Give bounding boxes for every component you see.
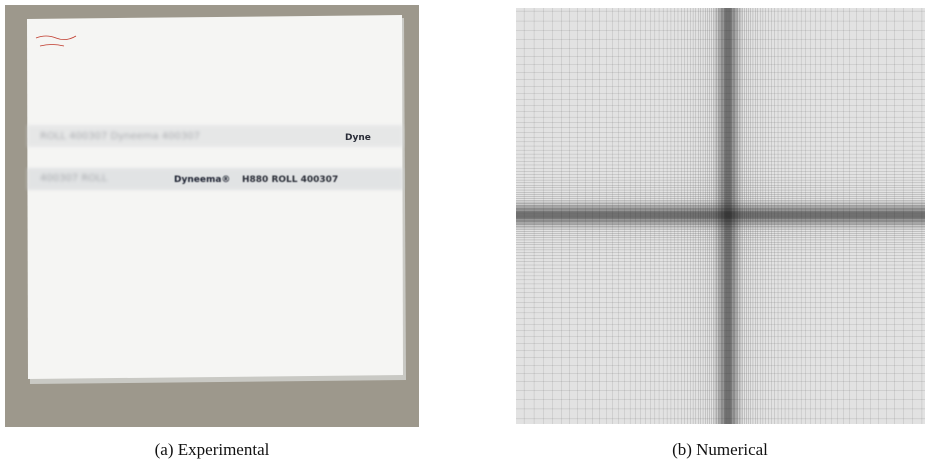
mesh: [516, 8, 925, 424]
svg-text:400307 ROLL: 400307 ROLL: [40, 173, 108, 184]
mesh-band: [516, 201, 925, 229]
caption: (b) Numerical: [570, 440, 870, 460]
panels: ROLL 400307 Dyneema 400307 Dyne 400307 R…: [0, 0, 925, 430]
print-text: H880 ROLL 400307: [242, 175, 338, 185]
svg-text:ROLL 400307 Dyneema 400307: ROLL 400307 Dyneema 400307: [40, 131, 200, 142]
print-text: Dyne: [345, 133, 371, 143]
figure: ROLL 400307 Dyneema 400307 Dyne 400307 R…: [0, 0, 925, 469]
caption: (a) Experimental: [62, 440, 362, 460]
photo: ROLL 400307 Dyneema 400307 Dyne 400307 R…: [5, 5, 419, 427]
print-text: Dyneema®: [174, 175, 230, 185]
